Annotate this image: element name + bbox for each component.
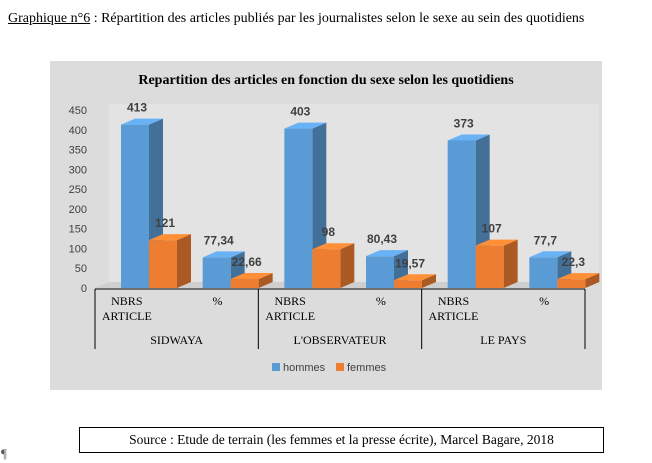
data-label: 77,7 [534, 233, 558, 247]
bar-hommes [366, 256, 394, 288]
sub-category-label: ARTICLE [265, 309, 315, 323]
y-tick-label: 300 [69, 164, 87, 176]
data-label: 22,3 [562, 255, 586, 269]
source-note: Source : Etude de terrain (les femmes et… [79, 427, 604, 453]
y-tick-label: 150 [69, 224, 87, 236]
bar-side-femmes [340, 243, 355, 288]
bar-top-femmes [312, 243, 355, 250]
y-tick-label: 350 [69, 145, 87, 157]
sub-category-label: % [376, 294, 386, 308]
bar-hommes [529, 257, 558, 288]
bar-hommes [202, 257, 231, 288]
group-label: LE PAYS [480, 333, 526, 347]
bar-hommes [284, 128, 313, 288]
sub-category-label: % [213, 294, 223, 308]
bar-top-hommes [366, 250, 408, 257]
bar-top-femmes [394, 274, 436, 281]
caption-text: : Répartition des articles publiés par l… [90, 11, 585, 26]
bar-side-femmes [585, 273, 600, 288]
y-tick-label: 100 [69, 243, 87, 255]
bar-side-femmes [177, 234, 191, 288]
y-tick-label: 250 [69, 184, 87, 196]
sub-category-label: NBRS [111, 294, 142, 308]
chart-title: Repartition des articles en fonction du … [138, 73, 514, 88]
bar-side-femmes [422, 274, 436, 288]
figure-caption: Graphique n°6 : Répartition des articles… [8, 10, 648, 27]
bar-femmes [394, 280, 422, 288]
bar-femmes [312, 249, 341, 288]
sub-category-label: NBRS [438, 294, 469, 308]
bar-top-femmes [230, 273, 273, 280]
pilcrow-mark: ¶ [1, 446, 7, 461]
data-label: 22,66 [232, 255, 262, 269]
bar-top-femmes [557, 273, 600, 280]
bar-top-femmes [149, 234, 191, 241]
y-tick-label: 50 [75, 263, 87, 275]
bar-femmes [557, 279, 586, 288]
group-label: SIDWAYA [150, 333, 203, 347]
bar-top-femmes [475, 239, 518, 246]
chart-area: Repartition des articles en fonction du … [50, 61, 602, 390]
bar-top-hommes [284, 122, 327, 129]
data-label: 413 [127, 101, 147, 115]
y-tick-label: 0 [81, 283, 87, 295]
sub-category-label: ARTICLE [102, 309, 152, 323]
bar-femmes [475, 245, 504, 288]
data-label: 77,34 [204, 233, 234, 247]
y-tick-label: 400 [69, 125, 87, 137]
data-label: 80,43 [367, 232, 397, 246]
bar-chart-svg: 0 50 100 150 200 250 300 350 400 450 413 121 77,34 22… [69, 101, 600, 374]
bar-hommes [447, 140, 476, 288]
legend-swatch-hommes [272, 363, 280, 371]
sub-category-label: ARTICLE [429, 309, 479, 323]
bar-femmes [230, 279, 259, 288]
bar-top-hommes [529, 251, 572, 258]
bar-top-hommes [202, 251, 245, 258]
bar-side-femmes [503, 239, 518, 288]
legend-label-hommes: hommes [283, 362, 326, 374]
y-tick-label: 450 [69, 105, 87, 117]
sub-category-label: % [539, 294, 549, 308]
data-label: 403 [290, 105, 310, 119]
group-label: L'OBSERVATEUR [294, 333, 387, 347]
data-label: 19,57 [395, 256, 425, 270]
data-label: 107 [482, 222, 502, 236]
bar-femmes [149, 240, 177, 288]
bar-top-hommes [447, 134, 490, 141]
data-label: 98 [322, 225, 336, 239]
legend-label-femmes: femmes [347, 362, 387, 374]
legend-swatch-femmes [336, 363, 344, 371]
sub-category-label: NBRS [274, 294, 305, 308]
caption-label: Graphique n°6 [8, 11, 91, 26]
data-label: 373 [454, 116, 474, 130]
y-tick-label: 200 [69, 204, 87, 216]
bar-side-femmes [258, 273, 273, 288]
bar-top-hommes [121, 118, 163, 125]
bar-hommes [121, 124, 149, 288]
data-label: 121 [155, 216, 175, 230]
